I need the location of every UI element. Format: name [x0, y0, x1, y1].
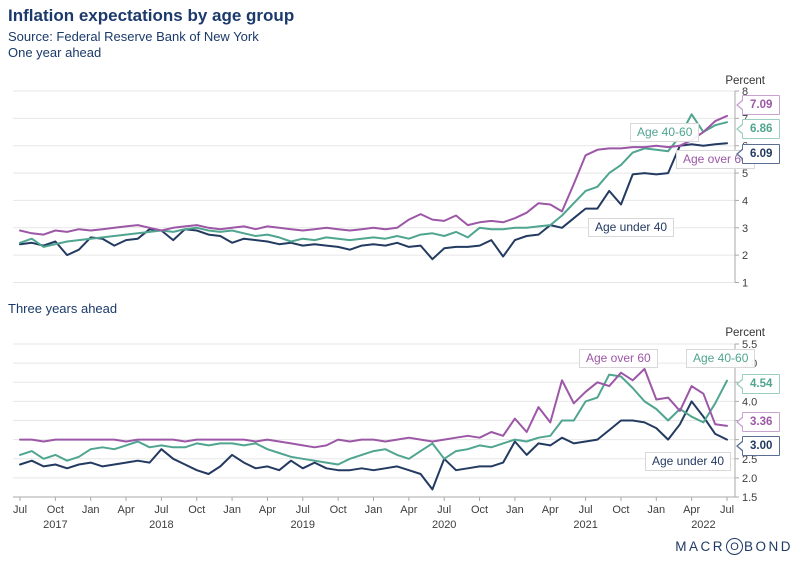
x-axis-tick-label: Apr — [117, 504, 134, 516]
series-line-age-under-40 — [19, 142, 728, 261]
x-axis-tick-label: Jul — [154, 504, 168, 516]
panel-title-three-years: Three years ahead — [8, 301, 118, 316]
end-value-badge: 6.09 — [736, 144, 781, 164]
x-axis-tick-label: Jan — [365, 504, 383, 516]
x-axis-tick-label: Apr — [683, 504, 700, 516]
y-axis-unit-label: Percent — [725, 75, 765, 87]
y-axis-tick-label: 1.5 — [742, 492, 757, 504]
badge-notch-fill — [738, 149, 744, 159]
y-axis-tick-label: 2.5 — [742, 454, 757, 466]
end-value-badge: 3.36 — [736, 412, 781, 432]
series-line-age-40-60 — [19, 373, 728, 466]
badge-notch-fill — [738, 441, 744, 451]
macrobond-logo: MACR O BOND — [675, 538, 793, 555]
series-label: Age over 60 — [579, 349, 658, 368]
x-axis-tick-label: Jul — [437, 504, 451, 516]
series-line-age-over-60 — [19, 114, 728, 236]
badge-notch-fill — [738, 124, 744, 134]
series-label: Age under 40 — [645, 452, 732, 471]
x-axis-tick-label: Jul — [13, 504, 27, 516]
x-axis-tick-label: Jan — [506, 504, 524, 516]
y-axis-tick-label: 2.0 — [742, 473, 757, 485]
series-label: Age 40-60 — [686, 349, 756, 368]
x-axis-tick-label: Oct — [188, 504, 205, 516]
x-axis-tick-label: Apr — [542, 504, 559, 516]
series-line-age-over-60 — [19, 367, 728, 449]
y-axis-tick-label: 8 — [742, 86, 748, 98]
x-axis-tick-label: Oct — [471, 504, 488, 516]
source-line: Source: Federal Reserve Bank of New York — [8, 29, 259, 44]
x-axis-year-label: 2022 — [691, 519, 715, 531]
y-axis-tick-label: 3 — [742, 223, 748, 235]
x-axis-tick-label: Apr — [259, 504, 276, 516]
y-axis-tick-label: 5 — [742, 168, 748, 180]
x-axis-tick-label: Jul — [296, 504, 310, 516]
y-axis-unit-label: Percent — [725, 327, 765, 339]
panel-title-one-year: One year ahead — [8, 45, 102, 60]
x-axis-year-label: 2017 — [43, 519, 67, 531]
end-value-badge: 3.00 — [736, 436, 781, 456]
badge-notch-fill — [738, 100, 744, 110]
series-line-age-under-40 — [19, 400, 728, 491]
x-axis-year-label: 2020 — [432, 519, 456, 531]
x-axis-year-label: 2019 — [291, 519, 315, 531]
x-axis-tick-label: Jan — [82, 504, 100, 516]
badge-notch-fill — [738, 417, 744, 427]
x-axis-tick-label: Jan — [647, 504, 665, 516]
series-line-age-40-60 — [19, 113, 728, 248]
y-axis-tick-label: 2 — [742, 250, 748, 262]
end-value-badge: 4.54 — [736, 374, 781, 394]
x-axis-tick-label: Oct — [330, 504, 347, 516]
badge-notch-fill — [738, 379, 744, 389]
series-label: Age 40-60 — [630, 123, 700, 142]
x-axis-tick-label: Jan — [223, 504, 241, 516]
series-label: Age under 40 — [588, 218, 675, 237]
x-axis-year-label: 2021 — [573, 519, 597, 531]
logo-text-post: BOND — [743, 539, 793, 554]
x-axis-year-label: 2018 — [149, 519, 173, 531]
x-axis-tick-label: Apr — [400, 504, 417, 516]
end-value-badge: 7.09 — [736, 95, 781, 115]
y-axis-tick-label: 5.5 — [742, 339, 757, 351]
page-title: Inflation expectations by age group — [8, 6, 295, 25]
x-axis-tick-label: Jul — [579, 504, 593, 516]
y-axis-tick-label: 4 — [742, 195, 748, 207]
x-axis-tick-label: Jul — [720, 504, 734, 516]
x-axis-tick-label: Oct — [47, 504, 64, 516]
series-label: Age over 60 — [676, 150, 755, 169]
y-axis-tick-label: 4.0 — [742, 396, 757, 408]
y-axis-tick-label: 1 — [742, 278, 748, 290]
logo-text-pre: MACR — [675, 539, 725, 554]
x-axis-tick-label: Oct — [612, 504, 629, 516]
end-value-badge: 6.86 — [736, 119, 781, 139]
logo-o-ring: O — [725, 538, 743, 555]
